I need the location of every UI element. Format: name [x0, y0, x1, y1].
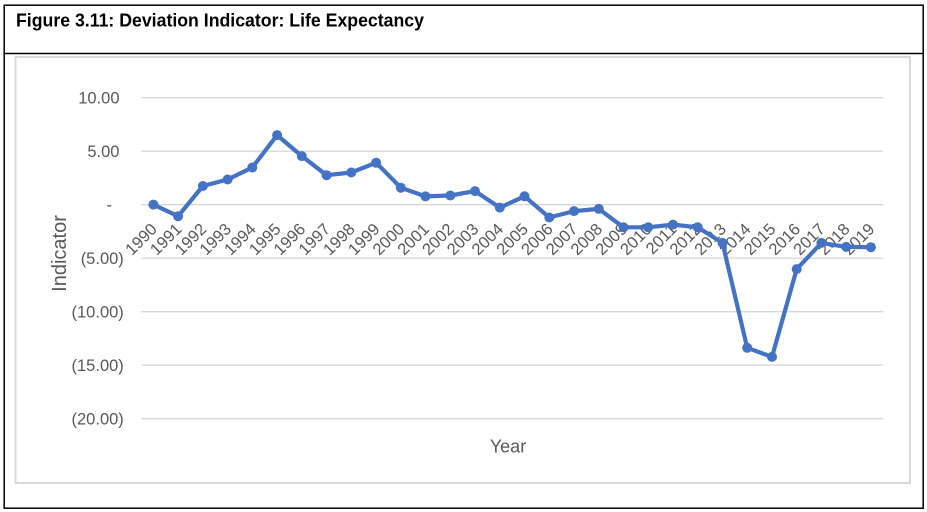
svg-text:Indicator: Indicator — [49, 215, 71, 292]
svg-text:(20.00): (20.00) — [72, 411, 124, 429]
svg-text:(15.00): (15.00) — [72, 357, 124, 375]
svg-text:Figure 3.11: Deviation Indicat: Figure 3.11: Deviation Indicator: Life E… — [16, 11, 425, 31]
svg-text:(5.00): (5.00) — [81, 250, 124, 268]
svg-text:Year: Year — [490, 437, 526, 457]
svg-text:(10.00): (10.00) — [72, 304, 124, 322]
svg-text:10.00: 10.00 — [78, 90, 119, 108]
svg-text:5.00: 5.00 — [87, 143, 119, 161]
svg-text:-: - — [107, 197, 113, 215]
